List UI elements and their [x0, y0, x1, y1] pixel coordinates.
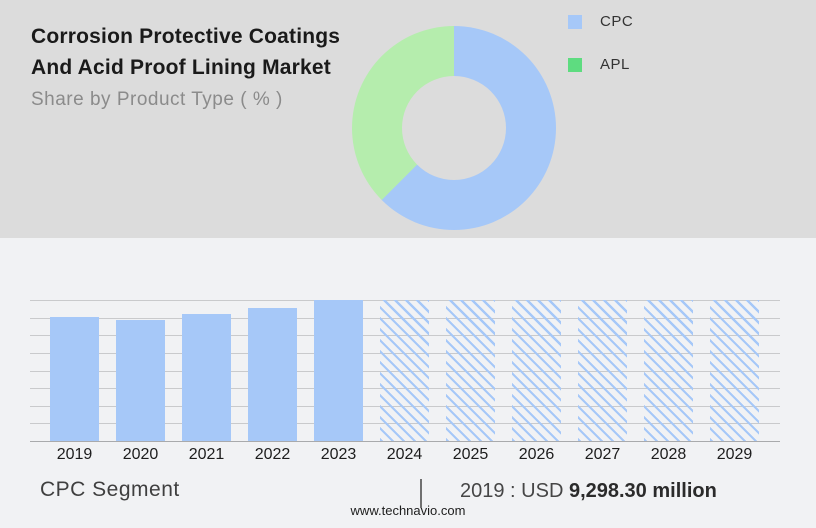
x-tick-label-2029: 2029	[716, 446, 753, 463]
bar-2029-forecast	[710, 300, 759, 441]
header-section: Corrosion Protective Coatings And Acid P…	[0, 0, 816, 238]
x-axis-line	[30, 441, 780, 442]
bar-2019	[50, 317, 99, 441]
bar-2024-forecast	[380, 300, 429, 441]
x-tick-label-2019: 2019	[56, 446, 93, 463]
donut-chart	[352, 26, 556, 230]
x-tick-label-2023: 2023	[320, 446, 357, 463]
bar-2028-forecast	[644, 300, 693, 441]
stat-line: 2019 : USD 9,298.30 million	[460, 480, 717, 503]
bar-2026-forecast	[512, 300, 561, 441]
x-tick-label-2022: 2022	[254, 446, 291, 463]
page-title-line-2: And Acid Proof Lining Market	[31, 56, 331, 79]
footer-url: www.technavio.com	[350, 503, 466, 518]
bar-2021	[182, 313, 231, 441]
x-tick-label-2020: 2020	[122, 446, 159, 463]
bar-chart: 2019 2020 2021 2022 2023 2024 2025 2026 2027 2028…	[30, 300, 780, 463]
legend-item: APL	[568, 56, 633, 73]
bar-2027-forecast	[578, 300, 627, 441]
stat-prefix: 2019 : USD	[460, 480, 569, 502]
bar-2025-forecast	[446, 300, 495, 441]
donut-hole	[402, 76, 506, 180]
legend: CPC APL	[568, 13, 633, 99]
legend-swatch-apl-icon	[568, 57, 582, 72]
x-tick-label-2024: 2024	[386, 446, 423, 463]
bar-2020	[116, 320, 165, 441]
x-tick-label-2021: 2021	[188, 446, 225, 463]
legend-swatch-cpc-icon	[568, 14, 582, 29]
x-tick-label-2027: 2027	[584, 446, 621, 463]
segment-label: CPC Segment	[40, 478, 180, 501]
legend-label-cpc: CPC	[600, 13, 634, 30]
stat-separator	[420, 479, 422, 508]
title-block: Corrosion Protective Coatings And Acid P…	[31, 21, 340, 115]
bar-chart-section: 2019 2020 2021 2022 2023 2024 2025 2026 2027 2028…	[0, 238, 816, 528]
x-tick-label-2025: 2025	[452, 446, 489, 463]
stat-value: 9,298.30 million	[568, 480, 717, 502]
bar-2022	[248, 307, 297, 441]
legend-item: CPC	[568, 13, 633, 30]
x-tick-label-2026: 2026	[518, 446, 555, 463]
bar-2023	[314, 300, 363, 441]
page-title-line-1: Corrosion Protective Coatings	[31, 25, 341, 48]
x-tick-label-2028: 2028	[650, 446, 687, 463]
legend-label-apl: APL	[600, 56, 630, 73]
chart-subtitle: Share by Product Type ( % )	[31, 89, 283, 110]
